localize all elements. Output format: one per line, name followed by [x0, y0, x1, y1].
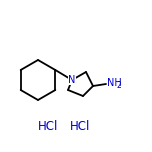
Text: HCl: HCl — [70, 121, 90, 133]
Text: N: N — [68, 75, 76, 85]
Text: NH: NH — [107, 78, 121, 88]
Text: 2: 2 — [116, 81, 121, 90]
Text: HCl: HCl — [38, 121, 58, 133]
